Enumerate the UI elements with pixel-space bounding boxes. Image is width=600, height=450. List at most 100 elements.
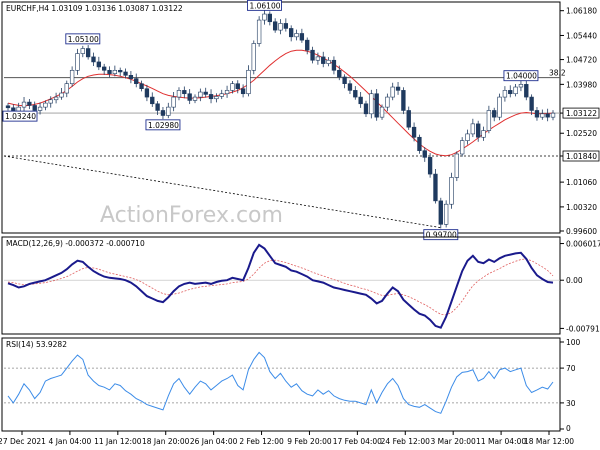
time-tick-label: 9 Feb 20:00 (287, 437, 332, 446)
candle (134, 73, 139, 88)
candle-body (481, 130, 486, 138)
candle-body (182, 90, 187, 95)
candle-body (16, 106, 21, 112)
candle-body (513, 86, 518, 95)
candle (80, 45, 85, 58)
candle-body (550, 112, 556, 118)
candle-body (476, 123, 481, 138)
candle-body (540, 113, 545, 118)
candle (401, 87, 406, 115)
candle-body (171, 96, 176, 108)
candle-body (406, 110, 411, 128)
macd-tick-label: 0.00 (566, 276, 583, 285)
rsi-axis: 100 70 30 0 (560, 338, 581, 433)
candle-body (518, 84, 524, 88)
candle (454, 151, 459, 182)
time-tick-label: 18 Jan 20:00 (142, 437, 190, 446)
candle (337, 65, 342, 81)
candle-body (492, 110, 497, 118)
candle (502, 86, 508, 102)
candle (96, 56, 102, 71)
candle (459, 137, 465, 157)
candle (182, 86, 187, 99)
candle-body (433, 173, 438, 202)
candle (91, 52, 96, 67)
candle (289, 25, 294, 42)
candle (550, 110, 556, 121)
candle-body (155, 103, 160, 111)
candle-body (256, 19, 262, 44)
candle (411, 122, 417, 142)
candle (278, 19, 283, 35)
candle (294, 29, 299, 41)
candle (369, 89, 374, 119)
candle-body (395, 86, 401, 91)
candle (21, 97, 27, 112)
candle (390, 82, 395, 101)
candle (417, 134, 422, 154)
candle-body (235, 83, 240, 90)
candle-body (379, 106, 385, 118)
candle-body (32, 105, 37, 111)
candle-body (369, 93, 374, 115)
candle-body (278, 23, 283, 31)
candle-body (524, 84, 529, 98)
candle (427, 153, 433, 178)
fib-level-label: 38.2 (549, 69, 566, 78)
candle (123, 68, 128, 79)
candle-body (422, 150, 427, 158)
candle (256, 16, 262, 47)
candle-body (305, 39, 310, 51)
time-tick-label: 18 Mar 12:00 (524, 437, 574, 446)
candle-body (128, 75, 134, 79)
callout-label: 1.05100 (68, 35, 99, 44)
price-tick-label: 1.02520 (566, 129, 597, 138)
candle-body (470, 123, 476, 135)
candle (267, 11, 272, 26)
candle-body (59, 92, 64, 98)
candle (342, 74, 347, 89)
price-panel: EURCHF,H4 1.03109 1.03136 1.03087 1.0312… (1, 0, 600, 241)
candle (540, 109, 545, 120)
candle-body (443, 203, 449, 225)
candle (326, 57, 331, 67)
rsi-label: RSI(14) 53.9282 (6, 340, 67, 349)
candle-body (401, 90, 406, 111)
time-tick-label: 11 Mar 04:00 (476, 437, 526, 446)
candle (64, 80, 69, 98)
candle (470, 118, 476, 138)
candle (321, 51, 326, 68)
candle-body (283, 23, 289, 29)
candle-body (289, 28, 294, 38)
candle-body (198, 91, 203, 98)
candle-body (363, 103, 369, 115)
price-candles (5, 9, 556, 229)
time-tick-label: 27 Dec 2021 (0, 437, 46, 446)
candle (192, 94, 198, 104)
price-callouts: 1.03240 1.05100 1.02980 1.06100 0.99700 1.040… (2, 0, 539, 241)
candle (246, 65, 251, 97)
candle (187, 89, 192, 105)
rsi-tick-label: 100 (566, 338, 581, 347)
price-tick-label: 1.01060 (566, 178, 597, 187)
candle (224, 85, 230, 98)
candle-body (508, 90, 513, 95)
candle (37, 102, 43, 115)
candle-body (459, 140, 465, 155)
callout-box (2, 110, 38, 122)
candle (305, 37, 310, 55)
candle-body (118, 69, 123, 73)
candle-body (438, 200, 443, 225)
candle (219, 89, 224, 100)
candle-body (486, 110, 492, 131)
callout-box (145, 119, 181, 131)
candle-body (262, 13, 267, 21)
candle-body (272, 21, 278, 31)
candle (283, 18, 289, 32)
macd-axis: 0.006017 0.00 -0.007911 (560, 240, 600, 333)
candle (48, 96, 53, 108)
candle (385, 93, 390, 112)
macd-label: MACD(12,26,9) -0.000372 -0.000710 (6, 239, 145, 248)
